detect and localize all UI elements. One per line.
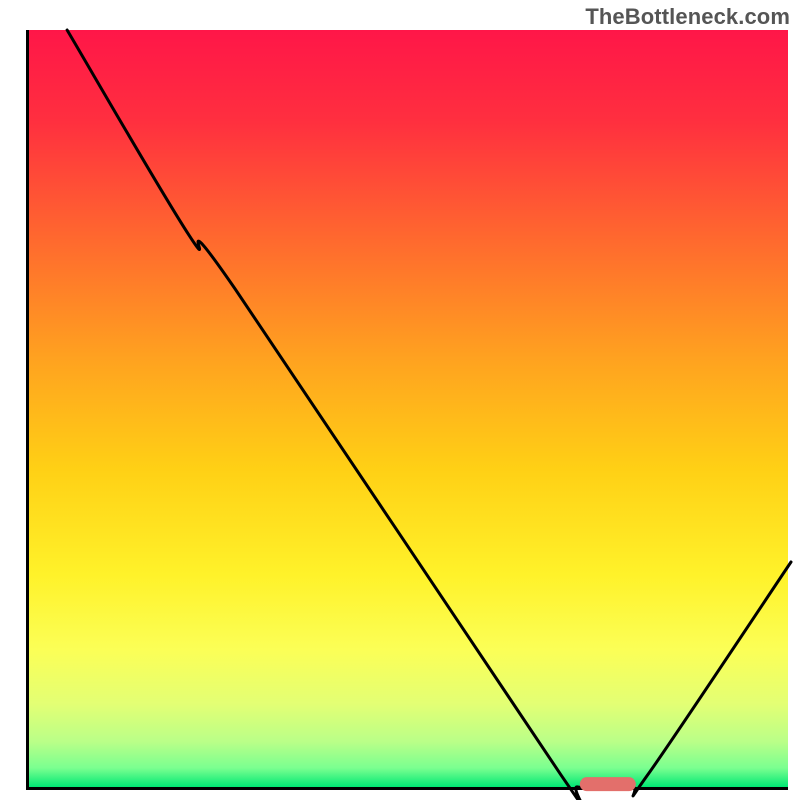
curve-layer [29,30,788,787]
optimum-marker [580,777,636,791]
bottleneck-curve [67,30,791,800]
chart-container: TheBottleneck.com [0,0,800,800]
watermark-text: TheBottleneck.com [585,4,790,30]
plot-axes [26,30,788,790]
